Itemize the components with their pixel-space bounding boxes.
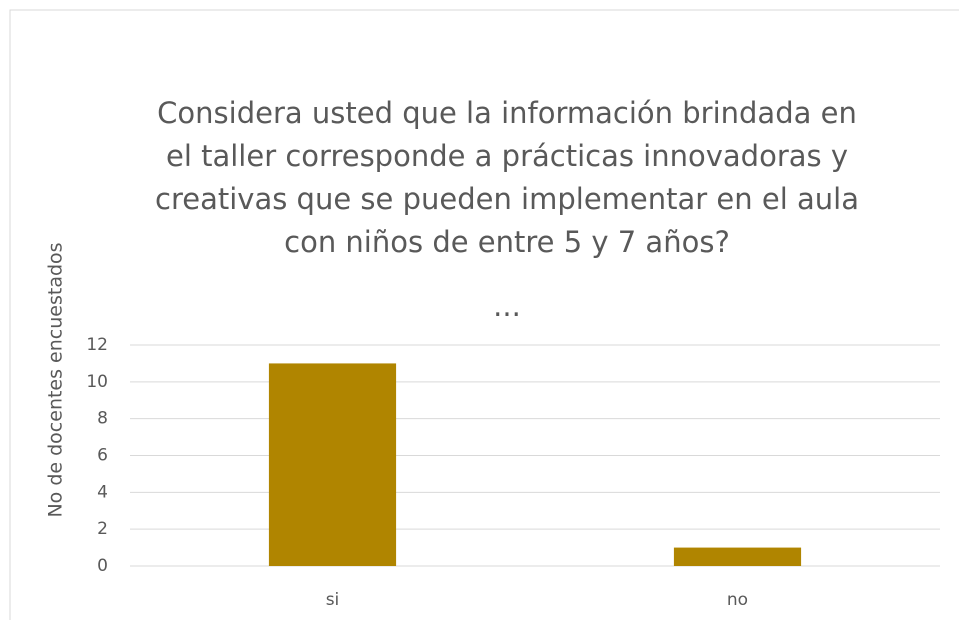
- chart-title: creativas que se pueden implementar en e…: [155, 182, 859, 216]
- y-tick-label: 8: [97, 409, 108, 429]
- y-tick-label: 6: [97, 446, 108, 466]
- x-tick-label: si: [326, 590, 340, 610]
- y-axis-label: No de docentes encuestados: [45, 242, 67, 517]
- y-tick-label: 12: [86, 335, 108, 355]
- y-tick-label: 2: [97, 519, 108, 539]
- y-tick-label: 0: [97, 556, 108, 576]
- bar: [673, 547, 802, 566]
- chart-title: el taller corresponde a prácticas innova…: [166, 139, 848, 173]
- y-tick-label: 4: [97, 482, 108, 502]
- x-tick-label: no: [727, 590, 748, 610]
- bar: [268, 363, 397, 566]
- y-tick-label: 10: [86, 372, 108, 392]
- chart-title: con niños de entre 5 y 7 años?: [284, 225, 730, 259]
- chart-title: Considera usted que la información brind…: [157, 96, 857, 130]
- chart-frame: [9, 9, 959, 620]
- chart-title: ...: [493, 289, 521, 323]
